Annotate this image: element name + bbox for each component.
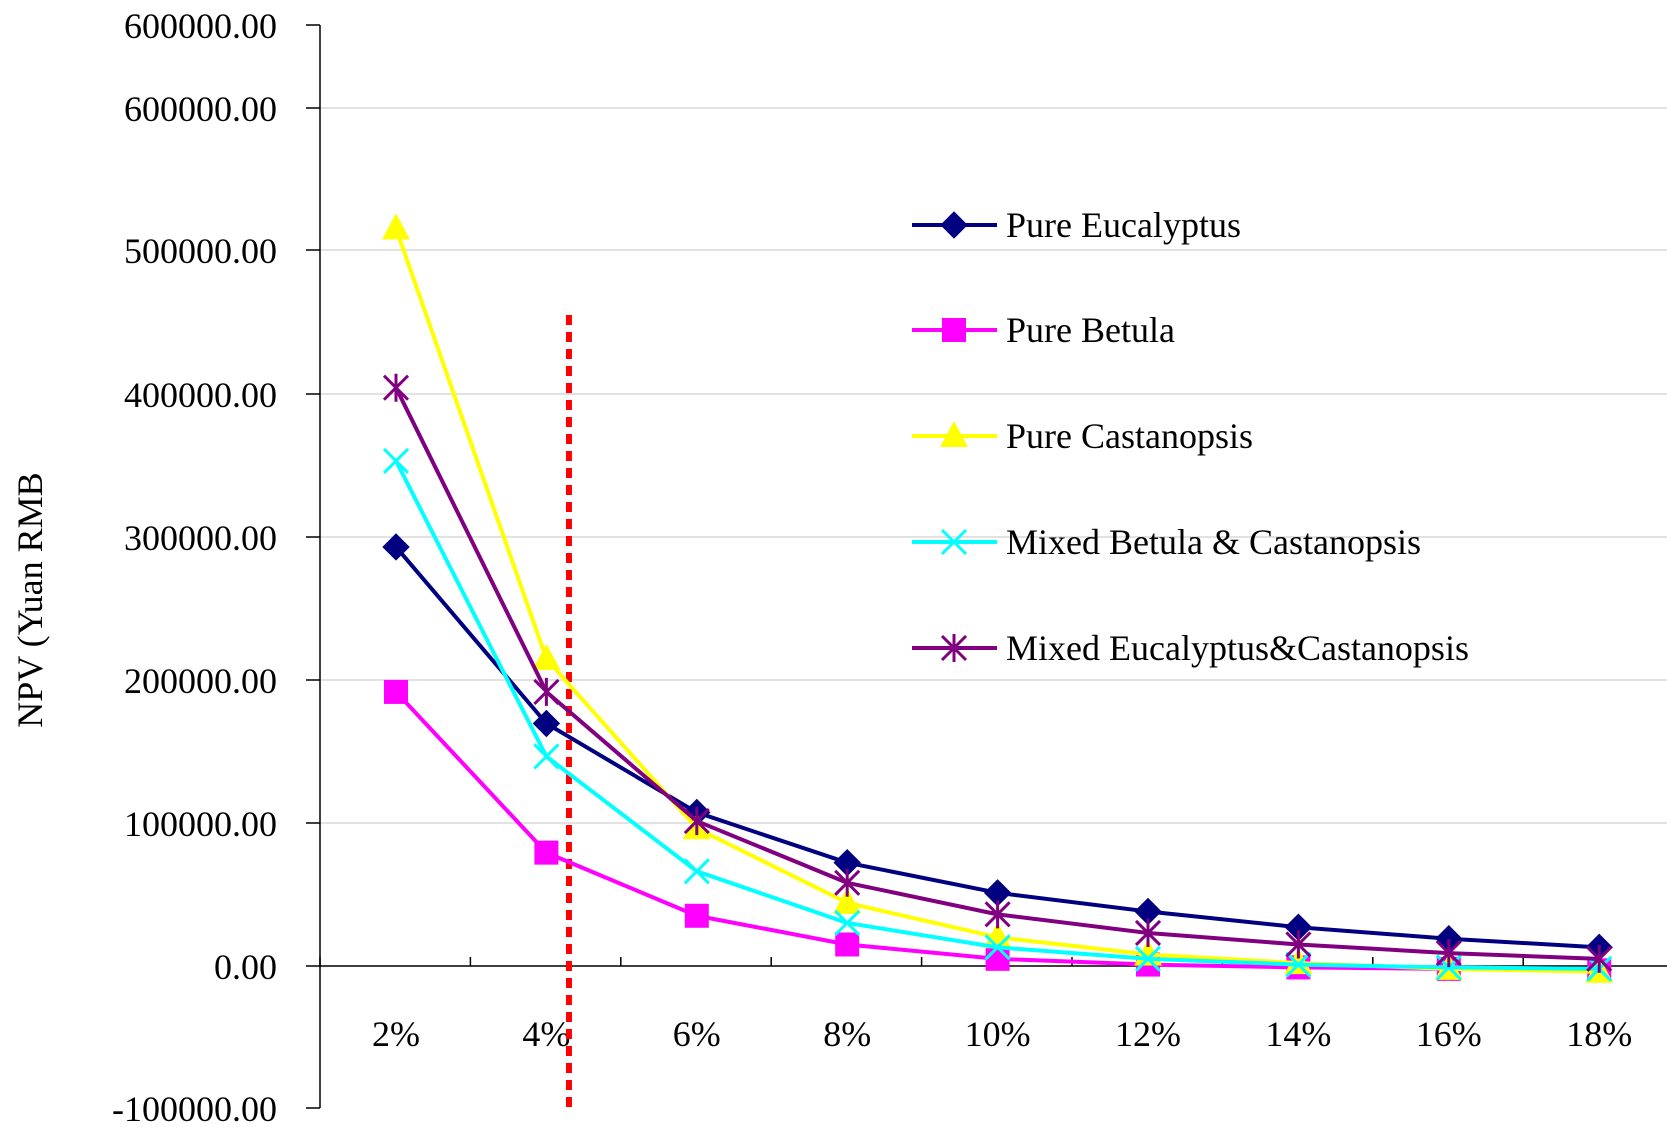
y-tick-label: 600000.00 [124, 89, 277, 129]
y-axis-label: NPV (Yuan RMB [10, 472, 50, 727]
data-point-star [834, 868, 861, 897]
series-group [382, 213, 1614, 983]
data-point-square [835, 932, 860, 957]
data-point-x [834, 909, 861, 937]
data-point-star [1134, 918, 1162, 947]
legend-item: Pure Eucalyptus [912, 205, 1241, 245]
y-tick-label: 100000.00 [124, 804, 277, 844]
data-point-square [684, 903, 709, 928]
x-tick-labels: 2% 4% 6% 8% 10% 12% 14% 16% 18% [372, 1014, 1632, 1054]
data-point-triangle [833, 887, 862, 914]
data-point-triangle [382, 213, 410, 240]
x-tick-label: 6% [673, 1014, 721, 1054]
data-point-diamond [382, 533, 410, 561]
y-tick-label: 300000.00 [124, 518, 277, 558]
y-tick-label: 500000.00 [124, 231, 277, 271]
data-point-square [534, 840, 559, 865]
legend-item: Mixed Betula & Castanopsis [912, 522, 1421, 562]
x-tick-label: 8% [823, 1014, 871, 1054]
series-5 [382, 373, 1613, 973]
data-point-x [382, 447, 410, 474]
data-point-square [384, 679, 408, 704]
data-point-square [985, 946, 1010, 971]
data-point-star [1435, 939, 1462, 968]
x-tick-label: 4% [522, 1014, 570, 1054]
y-tick-label: -100000.00 [112, 1089, 277, 1127]
data-point-star [683, 807, 710, 836]
gridlines [320, 107, 1667, 824]
x-tick-label: 18% [1566, 1014, 1632, 1054]
y-tick-label: 200000.00 [124, 661, 277, 701]
legend-label: Pure Betula [1006, 310, 1175, 350]
series-line [394, 227, 1600, 974]
data-point-diamond [532, 709, 561, 738]
data-point-star [382, 373, 410, 402]
series-line [394, 386, 1600, 961]
legend-marker-diamond [940, 211, 968, 239]
data-point-x [984, 934, 1011, 961]
series-1 [382, 533, 1613, 962]
data-point-star [533, 677, 560, 706]
legend-marker-star [940, 634, 968, 662]
data-point-x [533, 743, 560, 770]
y-tick-label: 0.00 [214, 947, 277, 987]
legend-item: Mixed Eucalyptus&Castanopsis [912, 628, 1469, 668]
data-point-x [1134, 945, 1162, 972]
legend-marker-square [942, 318, 966, 342]
data-point-star [1285, 930, 1312, 959]
y-tick-label: 600000.00 [124, 6, 277, 46]
data-point-x [1285, 951, 1312, 978]
legend-label: Pure Eucalyptus [1006, 205, 1241, 245]
legend-marker-triangle [940, 421, 968, 447]
y-tick-labels: 600000.00 600000.00 500000.00 400000.00 3000… [112, 6, 277, 1127]
x-tick-label: 12% [1115, 1014, 1181, 1054]
data-point-triangle [532, 643, 561, 670]
data-point-x [683, 858, 710, 885]
x-tick-label: 16% [1416, 1014, 1482, 1054]
legend-item: Pure Betula [912, 310, 1175, 350]
data-point-triangle [1284, 948, 1313, 975]
data-point-star [984, 900, 1011, 929]
data-point-star [1586, 944, 1613, 973]
legend-item: Pure Castanopsis [912, 416, 1253, 456]
legend-marker-x [940, 528, 968, 556]
x-tick-label: 14% [1265, 1014, 1331, 1054]
legend-label: Pure Castanopsis [1006, 416, 1253, 456]
legend-label: Mixed Betula & Castanopsis [1006, 522, 1421, 562]
legend: Pure Eucalyptus Pure Betula Pure Castanops… [912, 205, 1469, 668]
x-tick-label: 2% [372, 1014, 420, 1054]
y-tick-label: 400000.00 [124, 375, 277, 415]
x-tick-label: 10% [965, 1014, 1031, 1054]
legend-label: Mixed Eucalyptus&Castanopsis [1006, 628, 1469, 668]
